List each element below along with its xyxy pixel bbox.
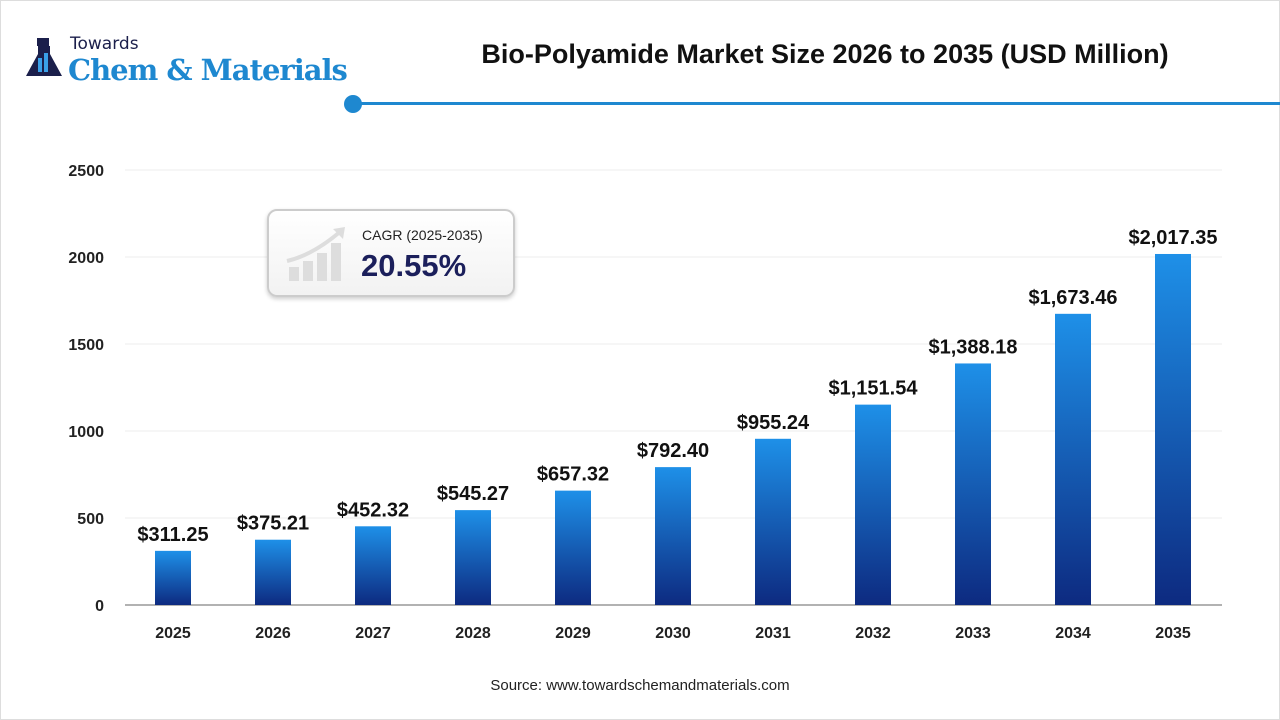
x-tick-label: 2033 — [955, 625, 991, 642]
x-tick-label: 2032 — [855, 625, 891, 642]
y-tick-label: 1000 — [68, 424, 104, 441]
x-tick-label: 2025 — [155, 625, 191, 642]
chart-title: Bio-Polyamide Market Size 2026 to 2035 (… — [481, 39, 1169, 69]
source-text: Source: www.towardschemandmaterials.com — [490, 677, 790, 694]
flask-icon — [26, 38, 62, 76]
data-label: $1,388.18 — [929, 336, 1018, 358]
y-tick-label: 500 — [77, 511, 104, 528]
data-label: $452.32 — [337, 499, 409, 521]
logo-line2: Chem & Materials — [68, 53, 348, 87]
x-tick-label: 2035 — [1155, 625, 1191, 642]
x-tick-label: 2029 — [555, 625, 591, 642]
y-tick-label: 0 — [95, 598, 104, 615]
cagr-box: CAGR (2025-2035) 20.55% — [267, 209, 515, 297]
cagr-value: 20.55% — [361, 248, 467, 283]
title-rule — [353, 102, 1280, 105]
data-label: $2,017.35 — [1129, 227, 1218, 249]
data-label: $657.32 — [537, 464, 609, 486]
bar — [955, 363, 991, 605]
x-tick-label: 2034 — [1055, 625, 1091, 642]
bar — [455, 510, 491, 605]
data-label: $792.40 — [637, 440, 709, 462]
data-label: $545.27 — [437, 483, 509, 505]
data-label: $375.21 — [237, 513, 309, 535]
x-tick-label: 2027 — [355, 625, 391, 642]
bar — [755, 438, 791, 605]
bar — [1055, 313, 1091, 605]
data-label: $955.24 — [737, 412, 810, 434]
data-label: $311.25 — [137, 524, 208, 546]
bar — [255, 539, 291, 605]
bar — [1155, 253, 1191, 606]
bar — [355, 526, 391, 605]
x-tick-label: 2030 — [655, 625, 691, 642]
logo-line1: Towards — [70, 34, 139, 54]
data-label: $1,673.46 — [1029, 287, 1118, 309]
y-tick-label: 2000 — [68, 250, 104, 267]
growth-chart-icon — [286, 227, 345, 281]
x-tick-label: 2026 — [255, 625, 291, 642]
bar — [655, 467, 691, 605]
bar — [555, 490, 591, 605]
y-tick-label: 1500 — [68, 337, 104, 354]
cagr-label: CAGR (2025-2035) — [362, 227, 483, 243]
bar — [155, 550, 191, 605]
bar — [855, 404, 891, 605]
title-dot — [344, 95, 362, 113]
y-tick-label: 2500 — [68, 163, 104, 180]
data-label: $1,151.54 — [829, 378, 919, 400]
x-tick-label: 2028 — [455, 625, 491, 642]
x-tick-label: 2031 — [755, 625, 791, 642]
